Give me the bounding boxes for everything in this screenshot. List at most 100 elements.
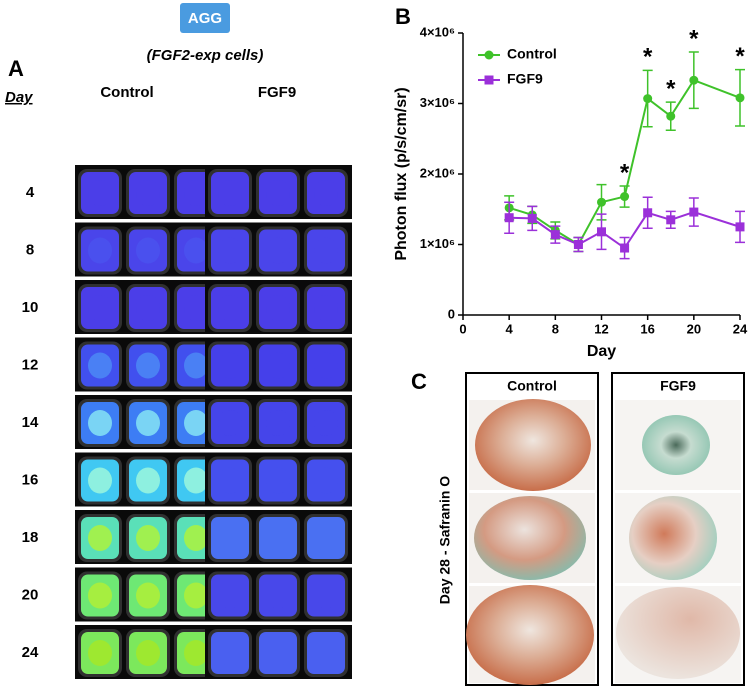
day-label: 16 bbox=[22, 471, 39, 488]
y-tick-label: 0 bbox=[448, 306, 455, 321]
well-core bbox=[314, 180, 338, 206]
y-tick-label: 1×10⁶ bbox=[420, 236, 455, 251]
x-tick-label: 24 bbox=[733, 321, 748, 336]
tissue bbox=[475, 399, 591, 491]
point bbox=[620, 192, 630, 202]
legend-label: Control bbox=[507, 46, 557, 62]
day-header: Day bbox=[5, 89, 33, 106]
panel-label: B bbox=[395, 4, 411, 29]
well-core bbox=[136, 640, 160, 666]
well-core bbox=[88, 467, 112, 494]
panel-label: C bbox=[411, 369, 427, 394]
day-label: 4 bbox=[26, 184, 35, 201]
y-tick-label: 2×10⁶ bbox=[420, 165, 455, 180]
well-core bbox=[314, 525, 338, 551]
well-core bbox=[184, 525, 208, 551]
x-tick-label: 4 bbox=[506, 321, 514, 336]
point bbox=[504, 213, 514, 223]
point bbox=[527, 213, 537, 223]
well-core bbox=[314, 467, 338, 494]
well-core bbox=[88, 295, 112, 321]
well-core bbox=[266, 467, 290, 494]
well-core bbox=[184, 180, 208, 206]
y-tick-label: 4×10⁶ bbox=[420, 24, 455, 39]
well-core bbox=[136, 352, 160, 379]
well-core bbox=[218, 410, 242, 436]
well-core bbox=[266, 180, 290, 206]
x-tick-label: 0 bbox=[459, 321, 466, 336]
well-core bbox=[218, 352, 242, 379]
x-tick-label: 8 bbox=[552, 321, 559, 336]
series-line bbox=[508, 79, 741, 246]
well-core bbox=[184, 582, 208, 609]
day-label: 14 bbox=[22, 414, 39, 431]
well-core bbox=[88, 582, 112, 609]
well-core bbox=[218, 640, 242, 666]
well-core bbox=[314, 295, 338, 321]
point bbox=[643, 208, 653, 218]
badge-box bbox=[180, 3, 230, 33]
frame bbox=[465, 372, 599, 686]
group-label: Control bbox=[507, 378, 557, 394]
point bbox=[573, 240, 583, 249]
well-core bbox=[314, 237, 338, 264]
well-core bbox=[88, 525, 112, 551]
day-label: 20 bbox=[22, 586, 39, 603]
well-core bbox=[88, 410, 112, 436]
point bbox=[550, 230, 560, 240]
tissue bbox=[629, 496, 717, 580]
well-core bbox=[218, 180, 242, 206]
point bbox=[666, 111, 676, 121]
x-axis-label: Day bbox=[587, 343, 616, 360]
group-label: FGF9 bbox=[660, 378, 696, 394]
well-core bbox=[184, 410, 208, 436]
point bbox=[689, 75, 699, 85]
y-axis-label: Photon flux (p/s/cm/sr) bbox=[393, 87, 410, 260]
well-core bbox=[266, 640, 290, 666]
significance: * bbox=[689, 25, 699, 52]
significance: * bbox=[666, 75, 676, 102]
point bbox=[620, 243, 630, 253]
tissue bbox=[616, 587, 740, 679]
well-core bbox=[88, 352, 112, 379]
point bbox=[666, 215, 676, 225]
y-tick-label: 3×10⁶ bbox=[420, 95, 455, 110]
significance: * bbox=[643, 44, 653, 71]
x-tick-label: 16 bbox=[640, 321, 654, 336]
day-label: 10 bbox=[22, 299, 39, 316]
tissue bbox=[466, 585, 594, 685]
well-core bbox=[136, 410, 160, 436]
well-core bbox=[314, 352, 338, 379]
day-label: 24 bbox=[22, 644, 39, 661]
well-core bbox=[266, 352, 290, 379]
well-core bbox=[136, 180, 160, 206]
point bbox=[643, 94, 653, 104]
x-tick-label: 20 bbox=[687, 321, 701, 336]
well-core bbox=[266, 582, 290, 609]
well-core bbox=[136, 467, 160, 494]
legend-marker bbox=[484, 75, 494, 85]
well-core bbox=[88, 640, 112, 666]
legend-label: FGF9 bbox=[507, 71, 543, 87]
well-core bbox=[218, 525, 242, 551]
subtitle: (FGF2-exp cells) bbox=[147, 47, 264, 64]
side-label: Day 28 - Safranin O bbox=[437, 476, 453, 604]
well-core bbox=[314, 640, 338, 666]
well-core bbox=[88, 237, 112, 264]
x-tick-label: 12 bbox=[594, 321, 608, 336]
series-line bbox=[509, 211, 741, 250]
well-core bbox=[136, 582, 160, 609]
panel-c: C Control FGF9 Day 28 - Safranin O bbox=[411, 369, 745, 686]
panel-label: A bbox=[8, 56, 24, 81]
point bbox=[689, 207, 699, 217]
point bbox=[735, 93, 745, 103]
panel-a: AGG (FGF2-exp cells) A Day Control FGF9 4 8… bbox=[5, 3, 352, 679]
well-core bbox=[218, 582, 242, 609]
point bbox=[597, 227, 606, 237]
frame bbox=[611, 372, 745, 686]
well-core bbox=[218, 295, 242, 321]
well-core bbox=[88, 180, 112, 206]
well-core bbox=[218, 237, 242, 264]
point bbox=[735, 222, 745, 232]
